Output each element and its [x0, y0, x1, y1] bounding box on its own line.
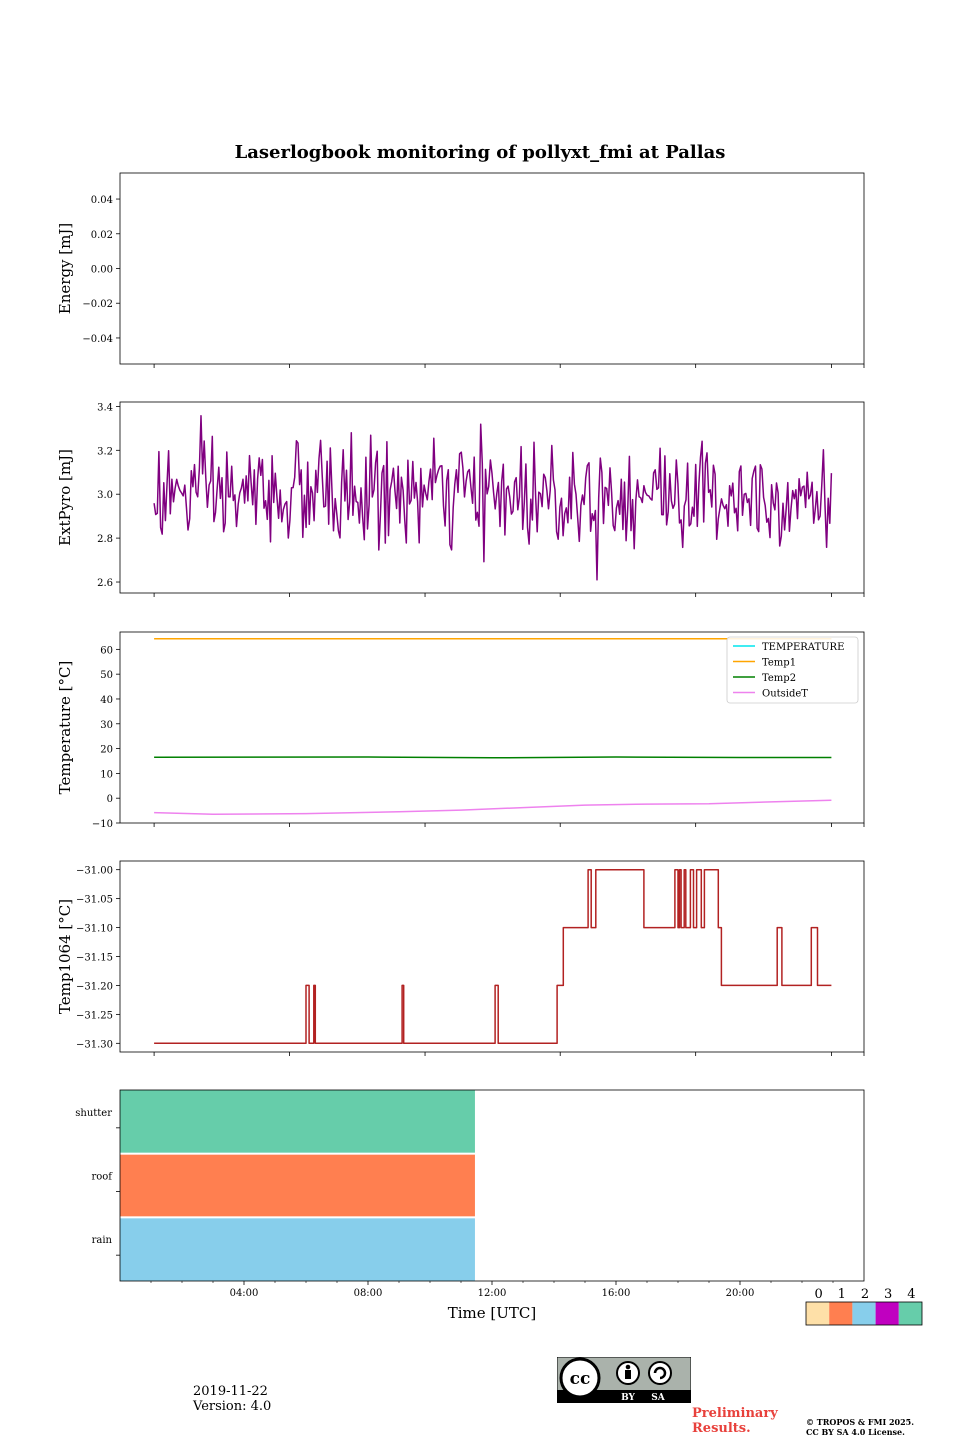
y-axis-label-3: Temp1064 [°C] — [56, 899, 74, 1014]
cc-badge-sa-text: SA — [651, 1393, 665, 1403]
y-tick-label: 0 — [107, 794, 113, 805]
colorbar-label-4: 4 — [907, 1287, 915, 1302]
cc-badge-cc-text: cc — [570, 1369, 591, 1389]
legend-box — [726, 636, 859, 704]
y-tick-label: −0.02 — [82, 299, 113, 310]
y-tick-label: 0.00 — [91, 265, 113, 276]
cc-badge-by-text: BY — [621, 1393, 635, 1403]
legend-label-outsidet: OutsideT — [762, 689, 808, 700]
y-tick-label: −31.00 — [76, 866, 113, 877]
colorbar-label-2: 2 — [861, 1287, 869, 1302]
preliminary-results-label: Preliminary Results. — [692, 1406, 778, 1436]
version-label: Version: 4.0 — [193, 1399, 272, 1414]
status-bar-rain — [120, 1218, 475, 1281]
y-tick-label: −10 — [92, 819, 113, 830]
y-axis-label-2: Temperature [°C] — [56, 661, 74, 795]
y-tick-label: 3.2 — [97, 446, 113, 457]
series-line-outsidet — [154, 799, 832, 816]
y-tick-label: 40 — [100, 695, 113, 706]
series-line-temp2 — [154, 756, 832, 759]
y-tick-label: 50 — [100, 670, 113, 681]
y-axis-label-1: ExtPyro [mJ] — [56, 449, 74, 546]
y-tick-label: −31.15 — [76, 953, 113, 964]
y-axis-label-0: Energy [mJ] — [56, 223, 74, 314]
axes-frame-1 — [119, 401, 865, 594]
axes-frame-0 — [119, 172, 865, 365]
series-line-temp1064 — [154, 868, 832, 1045]
colorbar-swatch-3 — [875, 1302, 899, 1325]
axes-frame-3 — [119, 860, 865, 1053]
y-tick-label: 3.4 — [97, 402, 113, 413]
x-tick-label: 20:00 — [726, 1288, 755, 1299]
legend-label-temp1: Temp1 — [762, 658, 796, 669]
colorbar-swatch-2 — [852, 1302, 876, 1325]
y-tick-label: 20 — [100, 745, 113, 756]
y-tick-label: 2.6 — [97, 578, 113, 589]
colorbar-swatch-1 — [829, 1302, 853, 1325]
y-tick-label: 2.8 — [97, 534, 113, 545]
row-label-roof: roof — [91, 1172, 113, 1183]
y-tick-label: −31.25 — [76, 1010, 113, 1021]
y-tick-label: 3.0 — [97, 490, 113, 501]
legend-label-temperature: TEMPERATURE — [762, 642, 844, 653]
y-tick-label: −31.10 — [76, 924, 113, 935]
row-label-shutter: shutter — [75, 1108, 112, 1119]
x-tick-label: 04:00 — [230, 1288, 259, 1299]
status-bar-shutter — [120, 1090, 475, 1153]
axes-frame-2 — [119, 631, 865, 824]
y-tick-label: 60 — [100, 645, 113, 656]
chart-title: Laserlogbook monitoring of pollyxt_fmi a… — [235, 142, 726, 163]
y-tick-label: 0.02 — [91, 230, 113, 241]
colorbar-frame — [805, 1301, 923, 1326]
copyright-line: © TROPOS & FMI 2025. — [806, 1417, 915, 1427]
x-tick-label: 16:00 — [602, 1288, 631, 1299]
colorbar-label-1: 1 — [838, 1287, 846, 1302]
row-label-rain: rain — [92, 1235, 113, 1246]
x-tick-label: 12:00 — [478, 1288, 507, 1299]
license-line: CC BY SA 4.0 License. — [806, 1427, 905, 1437]
y-tick-label: −0.04 — [82, 334, 113, 345]
colorbar-swatch-0 — [806, 1302, 830, 1325]
colorbar-label-0: 0 — [814, 1287, 822, 1302]
y-tick-label: 10 — [100, 769, 113, 780]
colorbar-label-3: 3 — [884, 1287, 892, 1302]
y-tick-label: 30 — [100, 720, 113, 731]
y-tick-label: −31.30 — [76, 1039, 113, 1050]
date-version-block: 2019-11-22 Version: 4.0 — [193, 1384, 271, 1414]
cc-license-badge: cc BY SA — [556, 1356, 692, 1404]
date-label: 2019-11-22 — [193, 1384, 268, 1399]
y-tick-label: 0.04 — [91, 195, 113, 206]
y-tick-label: −31.05 — [76, 895, 113, 906]
x-tick-label: 08:00 — [354, 1288, 383, 1299]
status-bar-roof — [120, 1154, 475, 1217]
series-line-extpyro — [153, 415, 833, 581]
legend-label-temp2: Temp2 — [762, 673, 796, 684]
copyright-block: © TROPOS & FMI 2025. CC BY SA 4.0 Licens… — [806, 1417, 956, 1437]
x-axis-label: Time [UTC] — [448, 1304, 537, 1322]
y-tick-label: −31.20 — [76, 981, 113, 992]
colorbar-swatch-4 — [898, 1302, 922, 1325]
